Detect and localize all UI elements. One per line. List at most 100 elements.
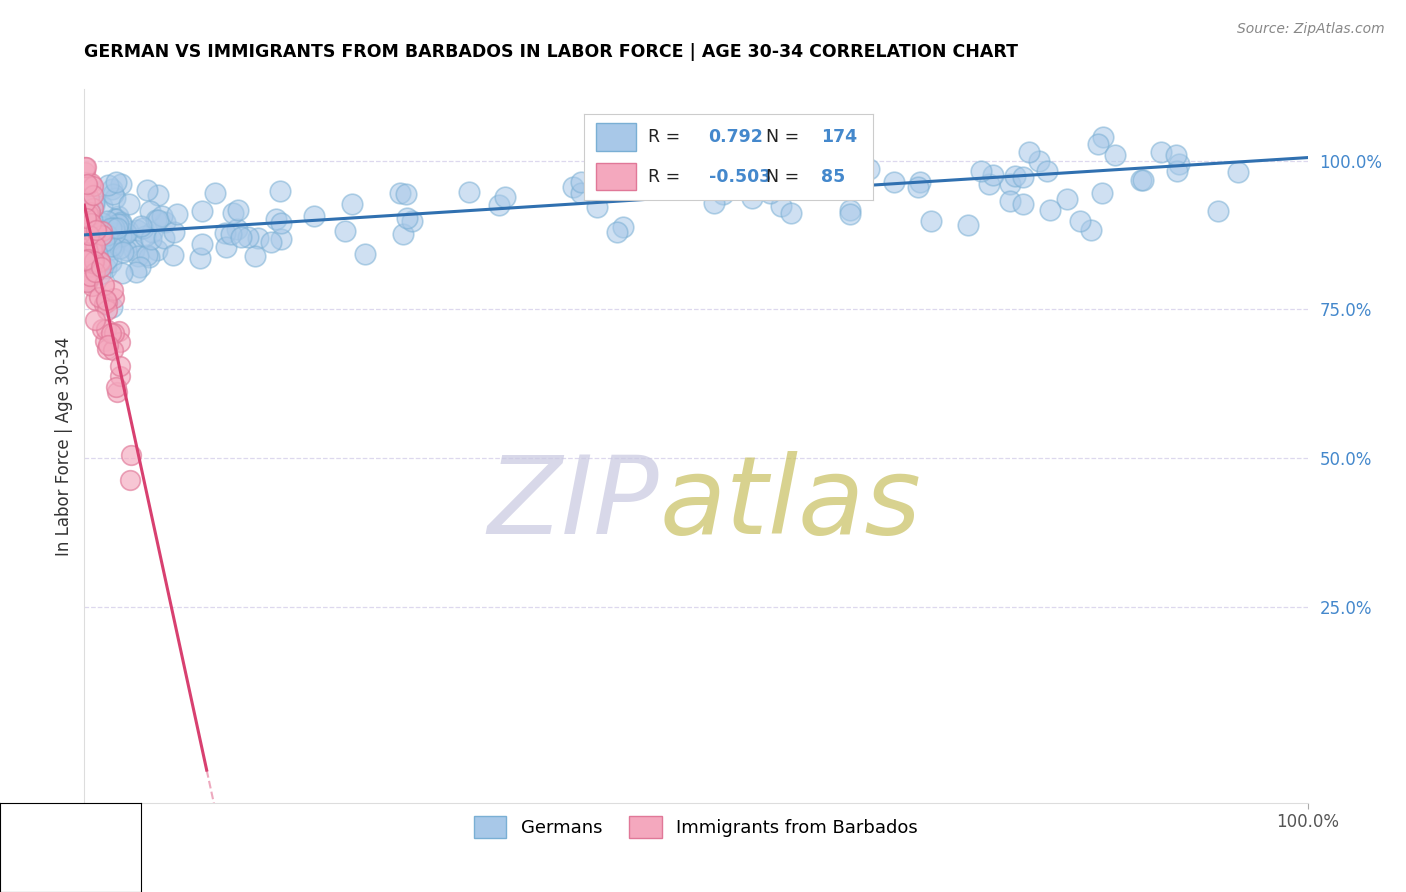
Point <box>93 296 115 310</box>
Point <box>75 211 97 225</box>
Point <box>73 221 96 235</box>
Point <box>957 218 980 232</box>
Point <box>75 221 97 235</box>
Point <box>82 239 104 253</box>
Point <box>79 227 101 242</box>
Point <box>388 186 411 200</box>
Point <box>86 263 108 277</box>
Point <box>125 265 148 279</box>
Point <box>150 209 173 223</box>
Point <box>80 253 103 268</box>
Point <box>1039 203 1062 218</box>
Point <box>89 268 111 282</box>
Point <box>1036 164 1059 178</box>
Point <box>90 220 112 235</box>
Point <box>73 223 96 237</box>
Point <box>77 237 100 252</box>
Point <box>84 265 107 279</box>
Text: atlas: atlas <box>659 450 921 556</box>
Point <box>1092 130 1115 145</box>
Point <box>606 225 628 239</box>
Point <box>247 230 270 244</box>
Point <box>80 213 103 227</box>
Point <box>983 168 1005 182</box>
Point <box>105 221 128 235</box>
Point <box>84 228 107 243</box>
Point <box>120 449 142 463</box>
Point <box>100 221 122 235</box>
Point <box>77 226 100 240</box>
Point <box>76 235 98 250</box>
Point <box>908 175 931 189</box>
Point <box>977 177 1000 191</box>
Point <box>920 214 942 228</box>
Point <box>105 231 128 245</box>
Point <box>136 248 159 262</box>
Point <box>188 252 211 266</box>
Point <box>75 254 97 268</box>
Point <box>215 240 238 254</box>
Point <box>76 177 98 191</box>
Point <box>162 248 184 262</box>
Point <box>163 225 186 239</box>
Point <box>153 231 176 245</box>
Point <box>458 186 481 200</box>
Point <box>392 227 415 242</box>
Point <box>100 239 122 253</box>
Point <box>222 205 245 219</box>
Point <box>105 175 128 189</box>
Point <box>1087 137 1109 152</box>
Point <box>91 224 114 238</box>
Point <box>104 380 127 394</box>
Point <box>80 236 103 251</box>
Point <box>1164 147 1187 161</box>
Point <box>129 219 152 233</box>
Text: R =: R = <box>648 168 686 186</box>
Point <box>494 189 516 203</box>
Point <box>90 260 112 275</box>
Point <box>91 199 114 213</box>
Point <box>146 244 169 258</box>
Point <box>139 203 162 218</box>
Point <box>1056 192 1078 206</box>
Point <box>569 186 592 201</box>
Point <box>108 334 131 349</box>
Point <box>77 220 100 235</box>
Point <box>838 207 860 221</box>
Text: ZIP: ZIP <box>488 450 659 556</box>
Point <box>84 227 107 242</box>
Point <box>100 255 122 269</box>
Y-axis label: In Labor Force | Age 30-34: In Labor Force | Age 30-34 <box>55 336 73 556</box>
Point <box>83 312 105 326</box>
Point <box>759 186 782 201</box>
Point <box>260 235 283 249</box>
Point <box>84 223 107 237</box>
Point <box>100 233 122 247</box>
Point <box>354 247 377 261</box>
Point <box>76 179 98 194</box>
Point <box>94 293 117 307</box>
Point <box>270 216 292 230</box>
Point <box>103 218 125 232</box>
Point <box>101 300 124 314</box>
Point <box>87 290 110 304</box>
Point <box>340 197 363 211</box>
Point <box>970 164 993 178</box>
Point <box>148 213 170 227</box>
Point <box>226 203 249 218</box>
Point <box>1012 197 1035 211</box>
Text: 85: 85 <box>821 168 845 186</box>
Point <box>118 197 141 211</box>
Point <box>108 359 131 373</box>
Point <box>134 229 156 244</box>
Point <box>75 227 97 241</box>
Point <box>779 205 801 219</box>
Point <box>96 342 118 356</box>
Point <box>269 185 291 199</box>
Point <box>108 369 131 384</box>
Point <box>83 227 105 241</box>
Point <box>96 322 118 336</box>
Point <box>108 324 131 338</box>
Point <box>1080 223 1102 237</box>
Point <box>89 227 111 241</box>
